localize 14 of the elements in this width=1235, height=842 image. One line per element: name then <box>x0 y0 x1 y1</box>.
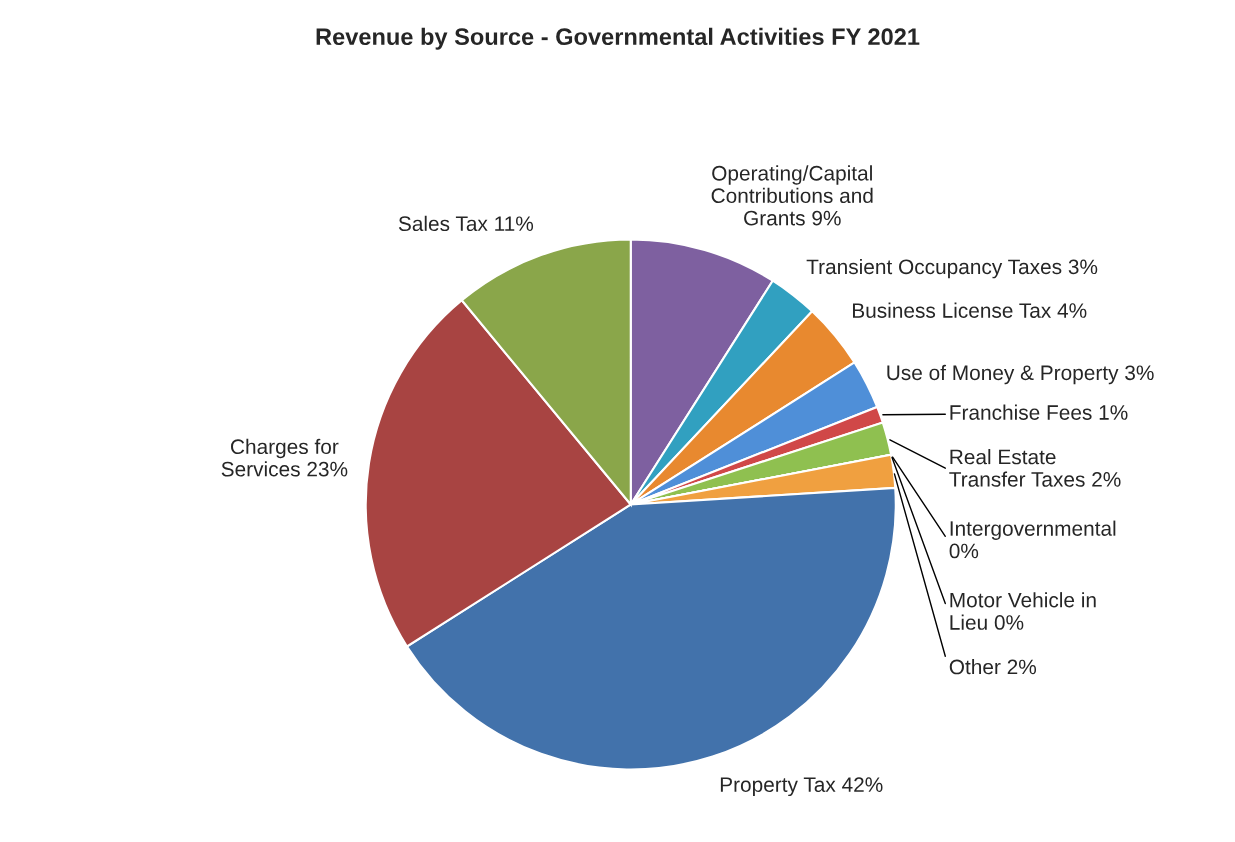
slice-label: Charges for Services 23% <box>221 438 348 477</box>
slice-label: Operating/Capital Contributions and Grants 9% <box>711 165 873 226</box>
slice-label: Property Tax 42% <box>720 777 883 797</box>
slice-label: Real Estate Transfer Taxes 2% <box>949 449 1121 487</box>
slice-label: Transient Occupancy Taxes 3% <box>806 258 1098 279</box>
category-label: Motor Vehicle in Lieu 0% <box>950 592 1096 630</box>
slice-label: Use of Money & Property 3% <box>887 364 1154 385</box>
chart-title: Revenue by Source - Governmental Activities FY 2021 <box>316 27 920 50</box>
slice-label: Other 2% <box>949 659 1037 675</box>
text: 0% <box>949 543 979 559</box>
slice-label: Sales Tax 11% <box>398 215 534 232</box>
category-label: Intergovernmental <box>950 520 1116 540</box>
slice-label: Franchise Fees 1% <box>950 404 1128 420</box>
slice-label: Business License Tax 4% <box>853 302 1087 318</box>
